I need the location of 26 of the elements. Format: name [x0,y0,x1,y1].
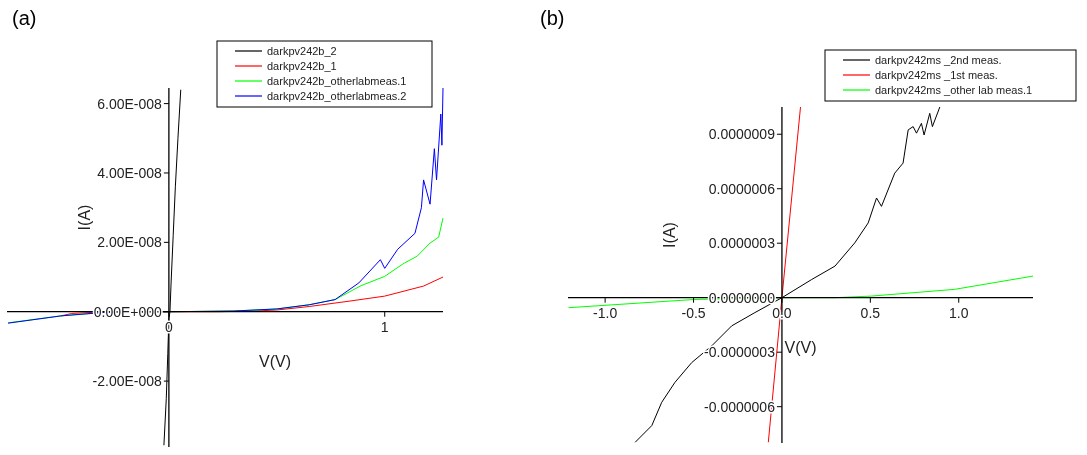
legend-label: darkpv242b_otherlabmeas.2 [267,90,407,102]
legend-label: darkpv242b_1 [267,60,337,72]
y-tick-label: 0.0000003 [708,235,776,252]
x-tick-label: -1.0 [593,304,618,321]
y-tick-label: 0.0000006 [708,180,776,197]
chart-title: (a) [12,7,37,29]
x-axis-title: V(V) [784,339,817,356]
x-tick-label: -0.5 [681,304,706,321]
x-tick-label: 1.0 [949,304,969,321]
y-tick-label: -0.0000003 [704,344,776,361]
y-tick-label: 0.0000009 [708,126,776,143]
y-tick-label: 4.00E-008 [97,164,163,181]
legend-label: darkpv242ms _2nd meas. [875,54,1002,66]
y-tick-label: 2.00E-008 [97,234,163,251]
legend-label: darkpv242b_2 [267,45,337,57]
y-axis-title: I(A) [661,222,678,248]
legend-label: darkpv242ms _other lab meas.1 [875,84,1033,96]
legend-label: darkpv242b_otherlabmeas.1 [267,75,407,87]
y-tick-label: 6.00E-008 [97,95,163,112]
x-tick-label: 1 [380,318,389,335]
chart-title: (b) [540,7,565,29]
legend-label: darkpv242ms _1st meas. [875,69,998,81]
x-axis-title: V(V) [259,353,291,370]
y-tick-label: -2.00E-008 [92,373,163,390]
x-tick-label: 0.5 [860,304,881,321]
y-axis-title: I(A) [76,204,93,231]
